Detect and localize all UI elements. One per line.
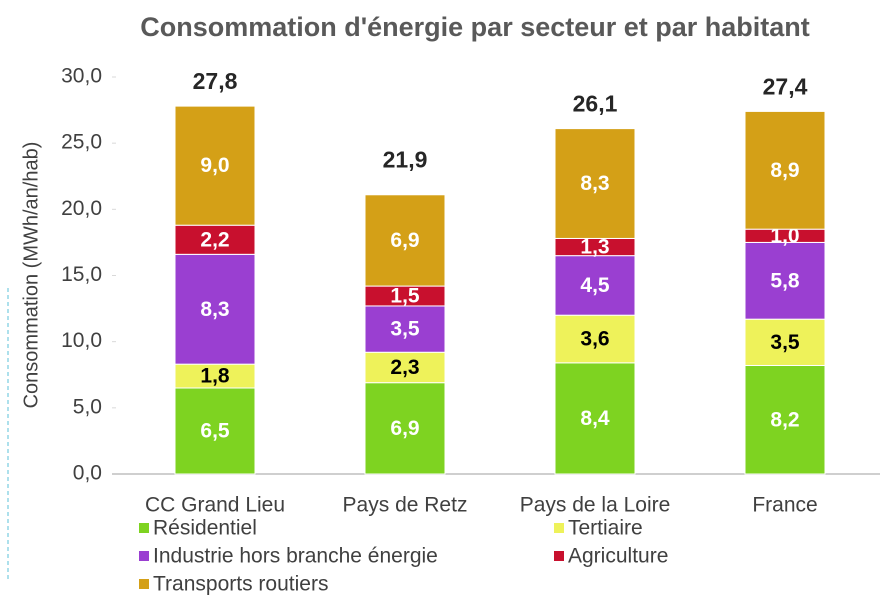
x-tick-label: Pays de la Loire — [520, 494, 671, 517]
y-tick-label: 5,0 — [73, 395, 102, 418]
bar-segment — [364, 194, 446, 287]
legend-label: Agriculture — [568, 545, 668, 568]
x-tick-label: Pays de Retz — [343, 494, 468, 517]
y-tick-label: 0,0 — [73, 462, 102, 485]
y-tick-label: 20,0 — [61, 197, 102, 220]
y-tick-label: 10,0 — [61, 329, 102, 352]
value-label: 6,5 — [200, 420, 230, 443]
bar-segment — [744, 318, 826, 366]
value-label: 6,9 — [390, 417, 419, 440]
value-label: 8,9 — [770, 159, 799, 182]
value-label: 1,5 — [390, 285, 420, 308]
value-label: 8,4 — [580, 407, 610, 430]
y-tick-label: 15,0 — [61, 263, 102, 286]
y-axis-label: Consommation (MWh/an/hab) — [20, 142, 42, 409]
value-label: 4,5 — [580, 274, 610, 297]
bar-segment — [174, 387, 256, 475]
bar-segment — [554, 362, 636, 475]
value-label: 8,2 — [770, 408, 799, 431]
x-tick-label: CC Grand Lieu — [145, 494, 285, 517]
value-label: 2,2 — [200, 228, 229, 251]
bar-segment — [554, 255, 636, 316]
value-label: 8,3 — [200, 298, 229, 321]
value-label: 1,3 — [580, 236, 609, 259]
value-label: 2,3 — [390, 356, 419, 379]
legend-label: Tertiaire — [568, 517, 643, 540]
bar-segment — [744, 110, 826, 230]
bar-segment — [174, 224, 256, 255]
x-tick-label: France — [752, 494, 817, 517]
bar-segment — [554, 314, 636, 364]
value-label: 8,3 — [580, 172, 609, 195]
value-label: 6,9 — [390, 229, 419, 252]
legend-label: Industrie hors branche énergie — [153, 545, 438, 568]
value-label: 1,0 — [770, 224, 799, 247]
bar-segment — [744, 241, 826, 320]
value-label: 9,0 — [200, 154, 229, 177]
legend-swatch — [554, 551, 564, 561]
bar-segment — [174, 105, 256, 226]
total-label: 27,8 — [193, 68, 238, 94]
y-tick-label: 25,0 — [61, 131, 102, 154]
value-label: 3,6 — [580, 328, 609, 351]
bar-segment — [174, 253, 256, 365]
chart-title: Consommation d'énergie par secteur et pa… — [140, 12, 810, 42]
value-label: 3,5 — [770, 331, 800, 354]
bar-segment — [744, 364, 826, 475]
legend-swatch — [139, 523, 149, 533]
value-label: 3,5 — [390, 318, 420, 341]
bar-segment — [364, 382, 446, 475]
legend-label: Résidentiel — [153, 517, 257, 540]
total-label: 27,4 — [763, 73, 808, 99]
y-tick-label: 30,0 — [61, 65, 102, 88]
legend-swatch — [554, 523, 564, 533]
total-label: 26,1 — [573, 91, 618, 117]
legend-swatch — [139, 579, 149, 589]
value-label: 5,8 — [770, 269, 800, 292]
bar-segment — [554, 128, 636, 239]
legend-swatch — [139, 551, 149, 561]
total-label: 21,9 — [383, 146, 428, 172]
legend-label: Transports routiers — [153, 573, 328, 596]
value-label: 1,8 — [200, 365, 230, 388]
